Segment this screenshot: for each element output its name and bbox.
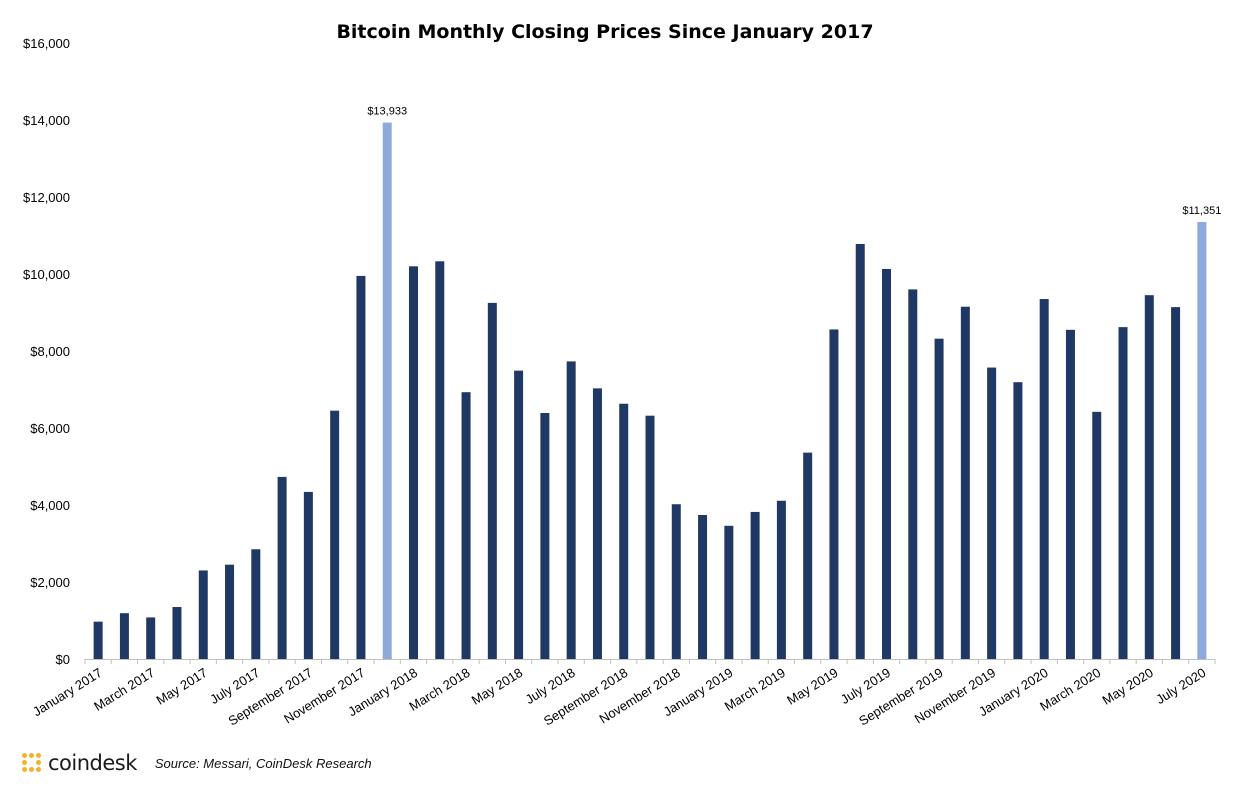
bar-april-2020 — [1118, 327, 1128, 659]
bar-april-2018 — [487, 302, 497, 659]
bar-september-2017 — [303, 491, 313, 659]
y-tick-label: $14,000 — [23, 113, 70, 128]
coindesk-logo: coindesk — [22, 751, 137, 775]
bar-april-2017 — [172, 607, 182, 659]
bar-august-2017 — [277, 476, 287, 659]
x-tick-label: July 2020 — [1153, 665, 1208, 707]
coindesk-dot-grid-icon — [22, 753, 42, 773]
bar-november-2018 — [671, 504, 681, 659]
data-label: $11,351 — [1182, 205, 1221, 217]
bar-december-2017 — [382, 122, 392, 660]
bar-december-2018 — [698, 515, 708, 659]
chart-title: Bitcoin Monthly Closing Prices Since Jan… — [336, 21, 873, 43]
bar-march-2018 — [461, 392, 471, 659]
bar-august-2018 — [592, 388, 602, 659]
bar-may-2018 — [514, 370, 524, 659]
bar-january-2020 — [1039, 299, 1049, 659]
y-tick-label: $6,000 — [30, 421, 70, 436]
data-label: $13,933 — [367, 106, 407, 118]
y-tick-label: $10,000 — [23, 267, 70, 282]
bar-february-2019 — [750, 511, 760, 659]
footer: coindesk Source: Messari, CoinDesk Resea… — [22, 748, 372, 778]
bar-march-2017 — [146, 617, 156, 659]
bar-march-2019 — [776, 500, 786, 659]
bar-june-2019 — [855, 243, 865, 659]
y-axis: $0 $2,000 $4,000 $6,000 $8,000 $10,000 $12,000… — [23, 36, 70, 667]
bar-october-2019 — [960, 306, 970, 659]
x-tick-label: May 2020 — [1100, 665, 1156, 708]
y-tick-label: $4,000 — [30, 498, 70, 513]
logo-text: coindesk — [48, 751, 137, 775]
data-labels: $13,933 $11,351 — [367, 106, 1221, 217]
bitcoin-monthly-bar-chart: Bitcoin Monthly Closing Prices Since Jan… — [23, 21, 1221, 728]
bar-may-2020 — [1144, 295, 1154, 659]
bar-april-2019 — [803, 452, 813, 659]
bar-march-2020 — [1092, 411, 1102, 659]
bars — [93, 122, 1207, 660]
x-tick-label: May 2018 — [469, 665, 525, 708]
bar-june-2018 — [540, 412, 550, 659]
bar-june-2020 — [1171, 307, 1181, 659]
bar-july-2017 — [251, 549, 261, 659]
y-tick-label: $0 — [56, 652, 70, 667]
x-tick-label: January 2017 — [30, 665, 105, 719]
bar-october-2018 — [645, 415, 655, 659]
bar-january-2018 — [408, 266, 418, 659]
bar-november-2017 — [356, 275, 366, 659]
bar-january-2017 — [93, 621, 103, 659]
bar-september-2019 — [934, 338, 944, 659]
x-tick-label: May 2019 — [784, 665, 840, 708]
bar-november-2019 — [987, 367, 997, 659]
bar-may-2017 — [198, 570, 208, 659]
y-tick-label: $12,000 — [23, 190, 70, 205]
bar-january-2019 — [724, 525, 734, 659]
bar-october-2017 — [330, 410, 340, 659]
x-tick-label: May 2017 — [153, 665, 209, 708]
bar-february-2020 — [1065, 329, 1075, 659]
bar-september-2018 — [619, 403, 629, 659]
y-tick-label: $8,000 — [30, 344, 70, 359]
bar-may-2019 — [829, 329, 839, 659]
bar-february-2017 — [119, 613, 129, 659]
bar-june-2017 — [225, 564, 235, 659]
y-tick-label: $16,000 — [23, 36, 70, 51]
bar-august-2019 — [908, 289, 918, 659]
bar-july-2020 — [1197, 221, 1207, 659]
bar-july-2018 — [566, 361, 576, 659]
bar-july-2019 — [882, 268, 892, 659]
bar-february-2018 — [435, 261, 445, 659]
bar-december-2019 — [1013, 382, 1023, 659]
source-note: Source: Messari, CoinDesk Research — [154, 755, 372, 771]
y-tick-label: $2,000 — [30, 575, 70, 590]
